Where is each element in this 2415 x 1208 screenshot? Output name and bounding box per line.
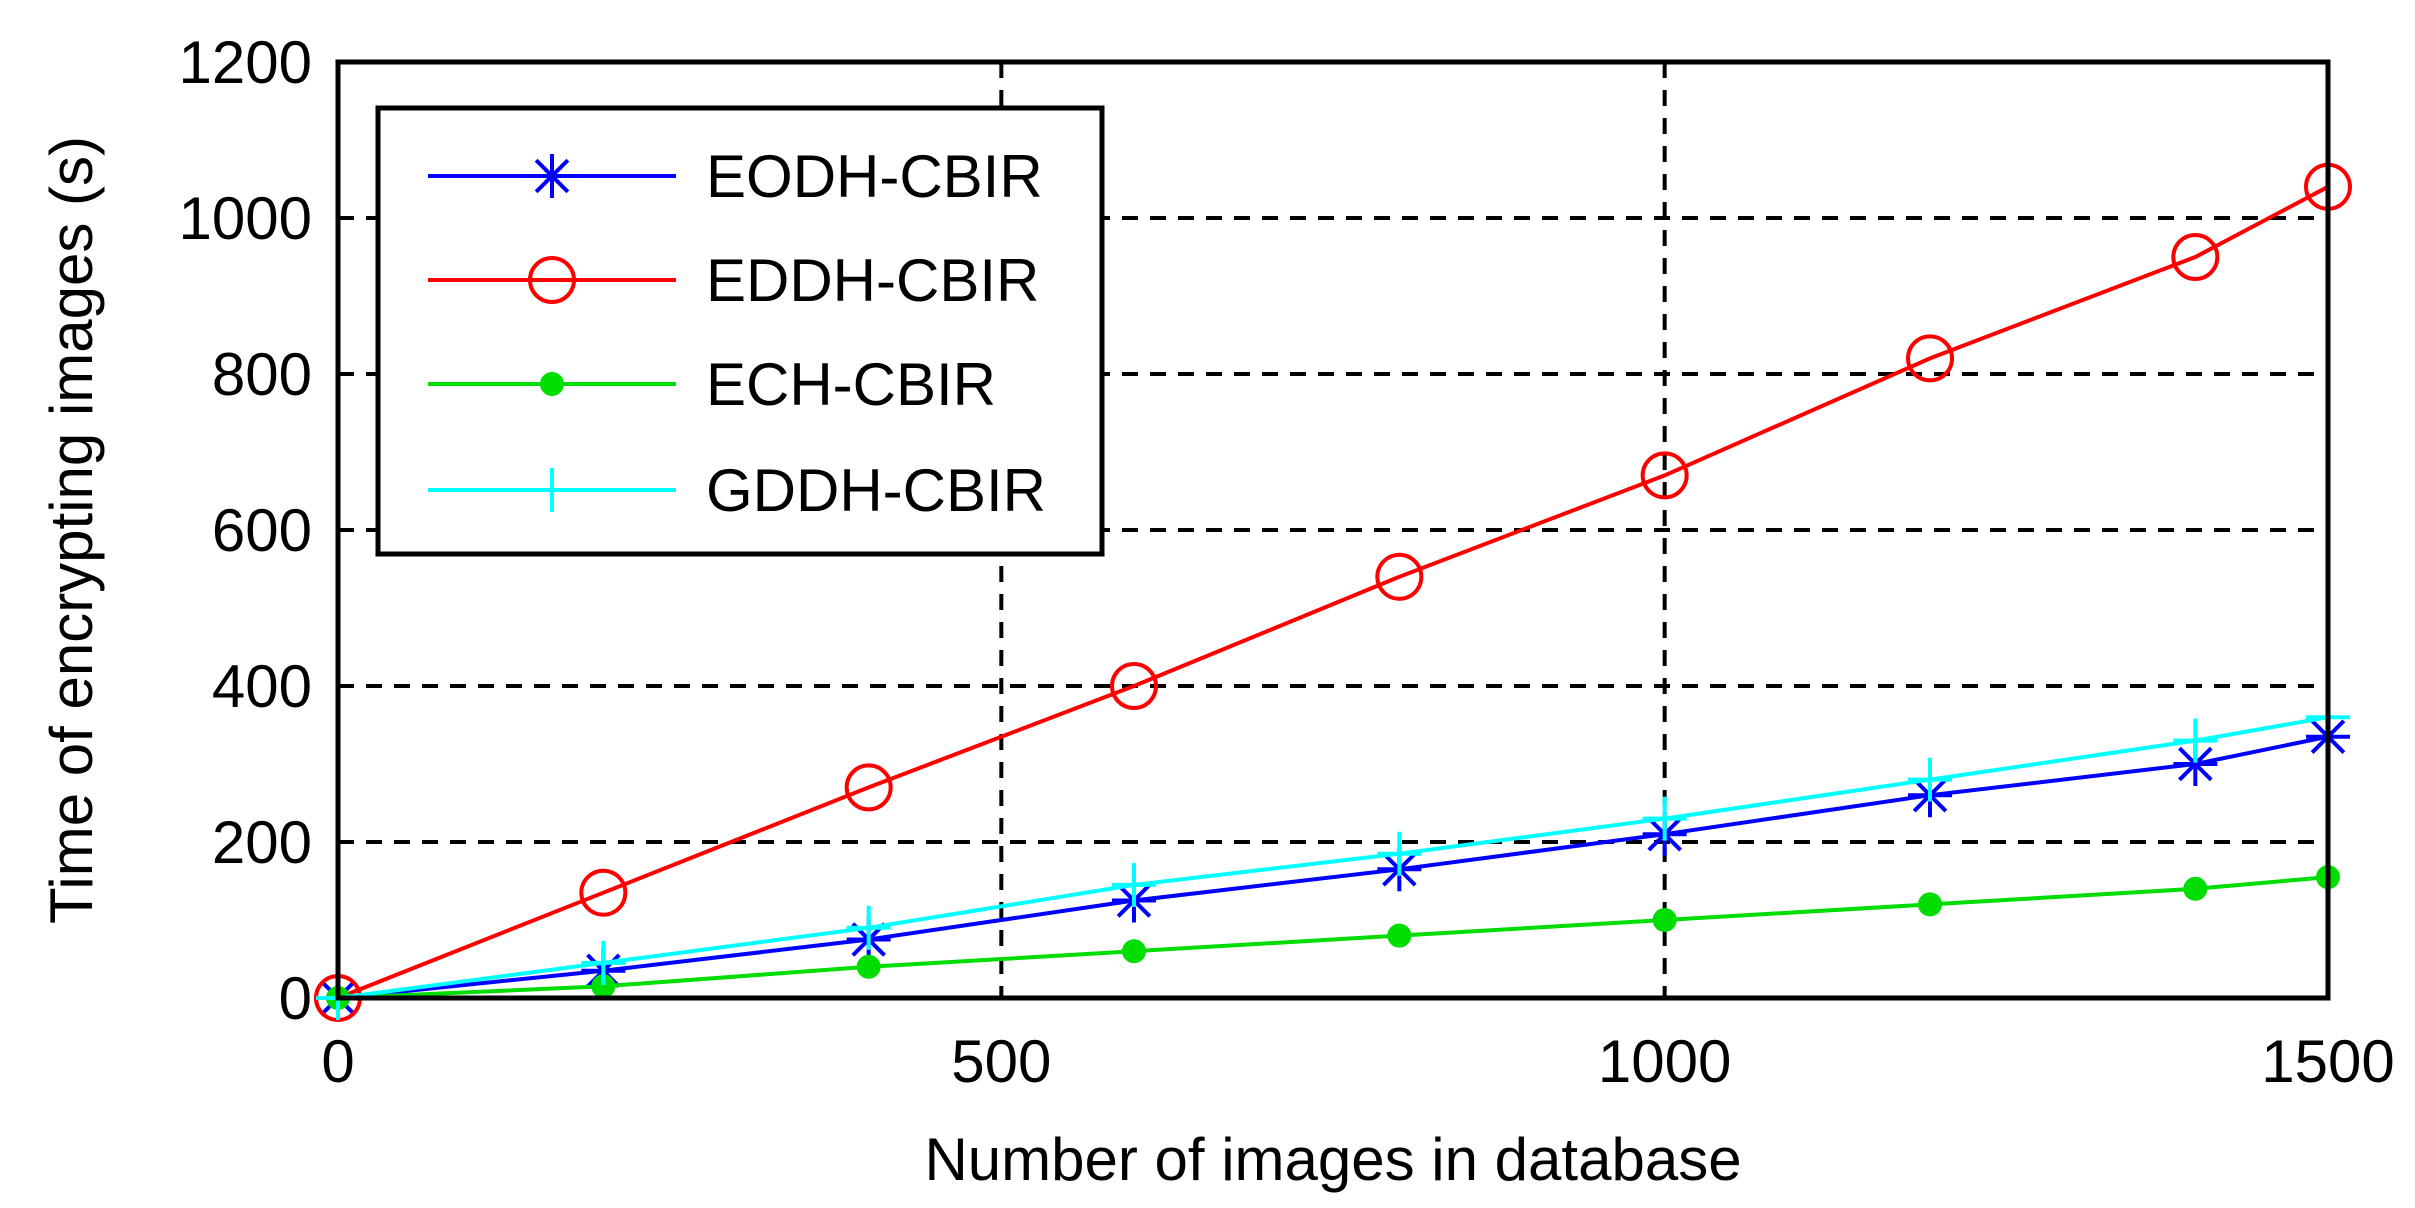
legend-marker-3 <box>530 468 574 512</box>
data-point-ech-cbir-5 <box>1652 908 1677 932</box>
data-point-eddh-cbir-6 <box>1906 334 1954 383</box>
data-point-ech-cbir-4 <box>1387 923 1412 948</box>
data-point-ech-cbir-3 <box>1122 939 1146 964</box>
data-point-gddh-cbir-1 <box>581 940 626 985</box>
x-tick-label-3: 1500 <box>2261 1028 2394 1095</box>
y-tick-label-6: 1200 <box>179 29 312 96</box>
legend-entry-ech-cbir: ECH-CBIR <box>428 351 996 418</box>
x-tick-label-2: 1000 <box>1598 1028 1731 1095</box>
series-layer <box>314 162 2352 1022</box>
data-point-gddh-cbir-5 <box>1642 796 1687 841</box>
legend-box <box>375 105 1105 557</box>
data-point-gddh-cbir-7 <box>2173 718 2218 763</box>
series-line-ech-cbir <box>337 875 2329 1000</box>
legend-marker-2 <box>540 372 564 396</box>
x-tick-label-0: 0 <box>321 1028 354 1095</box>
data-point-eddh-cbir-2 <box>844 763 893 812</box>
x-axis-label: Number of images in database <box>924 1126 1741 1193</box>
y-tick-label-4: 800 <box>212 341 312 408</box>
legend: EODH-CBIR EDDH-CBIR ECH-CBIR GDDH-CBIR <box>375 105 1105 557</box>
plot-frame <box>335 59 2331 1001</box>
tick-labels: 0 500 1000 1500 0 200 400 600 800 1000 1200 <box>179 29 2395 1095</box>
data-point-ech-cbir-7 <box>2183 876 2208 901</box>
legend-entry-eddh-cbir: EDDH-CBIR <box>428 247 1039 314</box>
y-tick-label-3: 600 <box>212 497 312 564</box>
data-point-eddh-cbir-7 <box>2171 233 2220 281</box>
data-point-eddh-cbir-4 <box>1375 552 1424 601</box>
legend-marker-0 <box>530 154 574 198</box>
y-tick-label-2: 400 <box>212 653 312 720</box>
legend-marker-1 <box>528 256 576 304</box>
data-point-ech-cbir-6 <box>1918 892 1942 917</box>
data-point-gddh-cbir-4 <box>1377 831 1422 876</box>
data-point-eddh-cbir-5 <box>1640 451 1689 500</box>
data-point-eddh-cbir-1 <box>579 868 628 917</box>
data-point-eddh-cbir-3 <box>1110 662 1158 710</box>
data-point-gddh-cbir-6 <box>1908 757 1952 802</box>
data-point-ech-cbir-2 <box>856 954 881 979</box>
legend-entry-gddh-cbir: GDDH-CBIR <box>428 457 1046 524</box>
y-tick-label-1: 200 <box>212 809 312 876</box>
series-eodh-cbir <box>316 714 2350 1020</box>
series-line-gddh-cbir <box>337 715 2329 1000</box>
legend-label-0: EODH-CBIR <box>706 143 1043 210</box>
legend-label-3: GDDH-CBIR <box>706 457 1046 524</box>
y-tick-label-0: 0 <box>279 965 312 1032</box>
series-line-eddh-cbir <box>337 185 2329 1000</box>
data-point-gddh-cbir-2 <box>846 905 891 950</box>
y-axis-label: Time of encrypting images (s) <box>38 136 105 924</box>
legend-entry-eodh-cbir: EODH-CBIR <box>428 143 1043 210</box>
y-tick-label-5: 1000 <box>179 185 312 252</box>
series-ech-cbir <box>326 865 2340 1010</box>
grid-lines <box>338 62 2328 998</box>
data-point-gddh-cbir-3 <box>1112 862 1156 907</box>
x-tick-label-1: 500 <box>951 1028 1051 1095</box>
legend-label-1: EDDH-CBIR <box>706 247 1039 314</box>
data-point-eodh-cbir-7 <box>2173 742 2218 786</box>
legend-label-2: ECH-CBIR <box>706 351 996 418</box>
